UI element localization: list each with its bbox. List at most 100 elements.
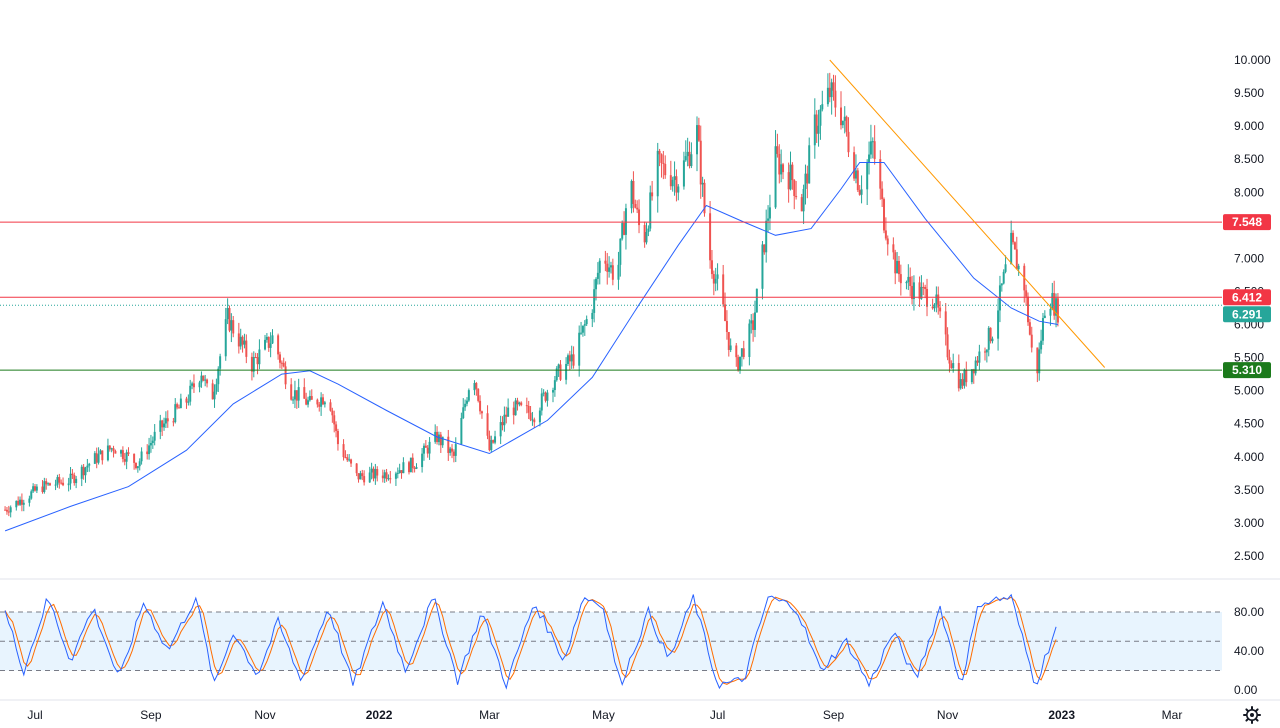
- stochastic-tick-label: 40.00: [1234, 644, 1264, 658]
- candle-body: [991, 338, 994, 342]
- candle-body: [1015, 249, 1018, 270]
- stochastic-pane[interactable]: [0, 593, 1222, 690]
- candle-body: [372, 468, 375, 479]
- candle-body: [101, 450, 104, 461]
- candle-body: [359, 473, 362, 480]
- time-tick-label: 2023: [1048, 708, 1075, 722]
- candle-body: [675, 176, 678, 193]
- candle-body: [370, 468, 373, 473]
- candle-body: [398, 470, 401, 473]
- candle-body: [686, 151, 689, 157]
- candle-body: [387, 478, 390, 480]
- candle-body: [617, 264, 620, 280]
- candle-body: [559, 364, 562, 380]
- candle-body: [632, 180, 635, 204]
- candle-body: [884, 230, 887, 239]
- candle-body: [621, 223, 624, 239]
- price-tick-label: 5.500: [1234, 351, 1264, 365]
- candle-body: [30, 491, 33, 499]
- candle-body: [634, 203, 637, 208]
- candle-body: [1000, 283, 1003, 286]
- candle-body: [93, 453, 96, 464]
- candle-body: [765, 220, 768, 253]
- settings-gear-icon[interactable]: [1243, 706, 1261, 724]
- candle-body: [703, 182, 706, 214]
- price-badge-label: 6.412: [1232, 290, 1262, 304]
- candle-body: [677, 186, 680, 193]
- trendline[interactable]: [829, 59, 1106, 368]
- candle-body: [333, 415, 336, 425]
- candle-body: [376, 469, 379, 476]
- candle-body: [86, 465, 89, 468]
- candle-body: [490, 440, 493, 451]
- candle-body: [237, 333, 240, 347]
- candle-body: [806, 173, 809, 184]
- candle-body: [60, 482, 63, 484]
- candle-body: [952, 363, 955, 369]
- candle-body: [164, 418, 167, 424]
- candle-body: [854, 170, 857, 179]
- candle-body: [54, 484, 57, 486]
- candle-body: [800, 197, 803, 212]
- candle-body: [768, 207, 771, 219]
- candle-body: [447, 436, 450, 453]
- candle-body: [269, 343, 272, 348]
- candle-body: [983, 351, 986, 353]
- candle-body: [944, 311, 947, 335]
- candle-body: [793, 180, 796, 196]
- candle-body: [1004, 264, 1007, 272]
- candle-body: [226, 308, 229, 320]
- candle-body: [363, 476, 366, 483]
- candle-body: [348, 459, 351, 461]
- candle-body: [581, 325, 584, 333]
- candle-body: [73, 474, 76, 484]
- candle-body: [292, 399, 295, 401]
- candle-body: [177, 407, 180, 409]
- candle-body: [134, 462, 137, 469]
- candle-body: [527, 405, 530, 413]
- candle-body: [202, 375, 205, 381]
- candle-body: [1030, 334, 1033, 348]
- time-tick-label: Mar: [479, 708, 500, 722]
- candle-body: [95, 453, 98, 463]
- candle-body: [434, 431, 437, 442]
- candle-body: [883, 199, 886, 231]
- candle-body: [922, 286, 925, 288]
- candle-body: [58, 477, 61, 483]
- candle-body: [828, 87, 831, 98]
- candle-body: [9, 507, 12, 513]
- candle-body: [804, 173, 807, 189]
- candle-body: [998, 285, 1001, 311]
- candle-body: [739, 356, 742, 371]
- candle-body: [460, 418, 463, 445]
- candle-body: [280, 362, 283, 364]
- candle-body: [424, 445, 427, 448]
- candle-body: [645, 231, 648, 243]
- candle-body: [408, 462, 411, 473]
- candle-body: [48, 483, 51, 486]
- candle-body: [985, 349, 988, 353]
- candle-body: [187, 401, 190, 403]
- candle-body: [329, 402, 332, 411]
- candle-body: [858, 190, 861, 195]
- candle-body: [179, 398, 182, 409]
- price-tick-label: 9.500: [1234, 86, 1264, 100]
- candle-body: [211, 383, 214, 400]
- candle-body: [544, 392, 547, 401]
- candle-body: [748, 323, 751, 357]
- price-pane[interactable]: [0, 59, 1222, 532]
- candle-body: [912, 282, 915, 300]
- stochastic-d-line: [4, 596, 1057, 685]
- candle-body: [843, 116, 846, 121]
- candle-body: [265, 336, 268, 340]
- candle-body: [516, 400, 519, 405]
- candle-body: [20, 499, 23, 505]
- candle-body: [426, 447, 429, 454]
- candle-body: [585, 319, 588, 325]
- candle-body: [465, 400, 468, 404]
- candle-body: [5, 509, 8, 512]
- candle-body: [494, 436, 497, 443]
- candle-body: [245, 340, 248, 357]
- candle-body: [252, 356, 255, 372]
